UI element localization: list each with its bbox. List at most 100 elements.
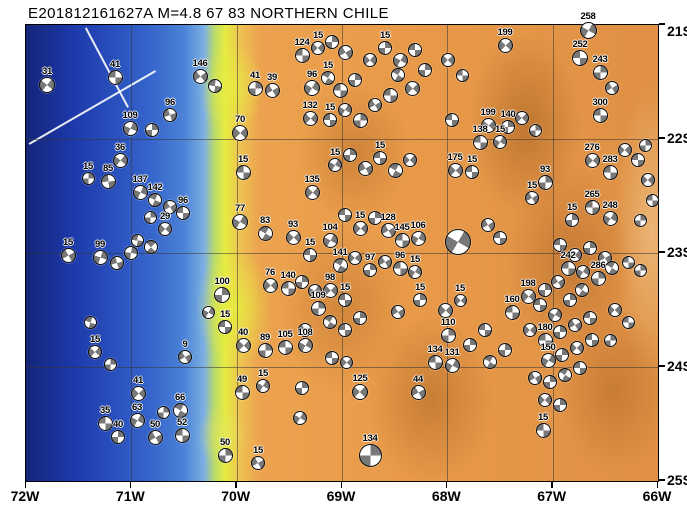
focal-mechanism-ball	[575, 283, 589, 297]
focal-mechanism-ball	[410, 384, 426, 400]
focal-mechanism-ball	[348, 73, 362, 87]
focal-mechanism-ball	[445, 113, 459, 127]
focal-mechanism-ball	[100, 173, 116, 189]
focal-mechanism-ball	[88, 345, 102, 359]
depth-label: 199	[480, 106, 496, 118]
depth-label: 41	[250, 69, 260, 81]
focal-mechanism-ball	[408, 43, 422, 57]
focal-mechanism-ball	[295, 381, 309, 395]
focal-mechanism-ball	[353, 311, 367, 325]
focal-mechanism-ball	[352, 384, 368, 400]
depth-label: 15	[63, 236, 73, 248]
focal-mechanism-ball	[218, 320, 232, 334]
focal-mechanism-ball	[445, 229, 471, 255]
focal-mechanism-ball	[368, 211, 382, 225]
focal-mechanism-ball	[410, 230, 426, 246]
focal-mechanism-ball	[391, 305, 405, 319]
depth-label: 265	[584, 188, 600, 200]
focal-mechanism-ball	[465, 165, 479, 179]
focal-mechanism-ball	[217, 447, 233, 463]
depth-label: 15	[467, 154, 477, 165]
focal-mechanism-ball	[394, 232, 410, 248]
focal-mechanism-ball	[590, 270, 606, 286]
focal-mechanism-ball	[608, 303, 622, 317]
focal-mechanism-ball	[352, 220, 368, 236]
focal-mechanism-ball	[103, 357, 117, 371]
depth-label: 160	[504, 293, 520, 305]
focal-mechanism-ball	[112, 152, 128, 168]
depth-label: 15	[313, 30, 323, 41]
focal-mechanism-ball	[553, 398, 567, 412]
focal-mechanism-ball	[498, 343, 512, 357]
focal-mechanism-ball	[97, 415, 113, 431]
focal-mechanism-ball	[234, 384, 250, 400]
depth-label: 105	[277, 328, 293, 340]
focal-mechanism-ball	[645, 193, 659, 207]
focal-mechanism-ball	[285, 229, 301, 245]
depth-label: 248	[602, 199, 618, 211]
depth-label: 276	[584, 141, 600, 153]
focal-mechanism-ball	[638, 138, 652, 152]
focal-mechanism-ball	[148, 193, 162, 207]
depth-label: 15	[415, 282, 425, 293]
depth-label: 137	[132, 173, 148, 185]
focal-mechanism-ball	[277, 339, 293, 355]
depth-label: 98	[325, 271, 335, 283]
depth-label: 125	[352, 373, 368, 384]
focal-mechanism-ball	[235, 337, 251, 353]
focal-mechanism-ball	[605, 261, 619, 275]
depth-label: 15	[495, 124, 505, 135]
focal-mechanism-ball	[392, 52, 408, 68]
depth-label: 15	[238, 153, 248, 165]
focal-mechanism-ball	[163, 200, 177, 214]
depth-label: 180	[537, 321, 553, 333]
focal-mechanism-ball	[548, 308, 562, 322]
focal-mechanism-ball	[592, 107, 608, 123]
depth-label: 49	[237, 373, 247, 385]
focal-mechanism-ball	[413, 293, 427, 307]
focal-mechanism-ball	[328, 158, 342, 172]
focal-mechanism-ball	[528, 123, 542, 137]
depth-label: 243	[592, 53, 608, 65]
depth-label: 9	[182, 339, 188, 350]
focal-mechanism-ball	[579, 21, 597, 39]
depth-label: 242	[560, 249, 576, 261]
focal-mechanism-ball	[295, 275, 309, 289]
focal-mechanism-ball	[325, 351, 339, 365]
focal-mechanism-ball	[373, 151, 387, 165]
focal-mechanism-ball	[447, 162, 463, 178]
focal-mechanism-ball	[441, 53, 455, 67]
focal-mechanism-ball	[631, 153, 645, 167]
focal-mechanism-ball	[143, 210, 157, 224]
focal-mechanism-ball	[497, 37, 513, 53]
focal-mechanism-ball	[130, 385, 146, 401]
depth-label: 85	[103, 162, 113, 174]
depth-label: 15	[538, 411, 548, 423]
focal-mechanism-ball	[348, 251, 362, 265]
depth-label: 15	[253, 445, 263, 456]
focal-mechanism-ball	[368, 98, 382, 112]
depth-label: 63	[132, 401, 142, 413]
depth-label: 93	[540, 163, 550, 175]
depth-label: 286	[590, 259, 606, 271]
focal-mechanism-ball	[107, 69, 123, 85]
focal-mechanism-ball	[583, 241, 597, 255]
focal-mechanism-ball	[339, 355, 353, 369]
focal-mechanism-ball	[568, 318, 582, 332]
depth-label: 100	[214, 276, 230, 287]
focal-mechanism-ball	[357, 160, 373, 176]
focal-mechanism-ball	[322, 282, 338, 298]
focal-mechanism-ball	[172, 402, 188, 418]
focal-mechanism-ball	[621, 255, 635, 269]
focal-mechanism-ball	[323, 113, 337, 127]
focal-mechanism-ball	[352, 112, 368, 128]
focal-mechanism-ball	[302, 110, 318, 126]
depth-label: 145	[394, 221, 410, 233]
focal-mechanism-ball	[293, 411, 307, 425]
focal-mechanism-ball	[83, 315, 97, 329]
focal-mechanism-ball	[605, 81, 619, 95]
depth-label: 15	[323, 60, 333, 71]
depth-label: 97	[365, 252, 375, 263]
depth-label: 52	[177, 416, 187, 428]
focal-mechanism-ball	[585, 333, 599, 347]
